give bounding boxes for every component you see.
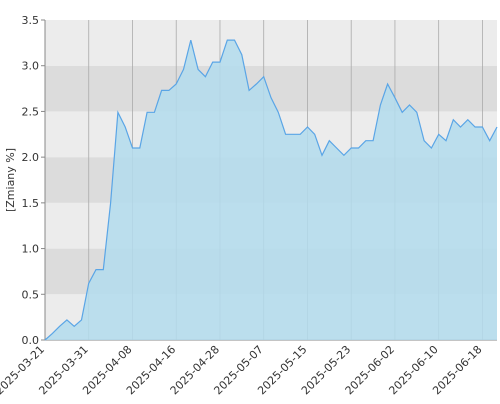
y-tick-label: 0.0 xyxy=(22,334,40,347)
y-tick-label: 3.0 xyxy=(22,60,40,73)
y-axis-label: [Zmiany %] xyxy=(4,148,17,212)
y-tick-label: 1.5 xyxy=(22,197,40,210)
y-tick-label: 0.5 xyxy=(22,288,40,301)
line xyxy=(44,39,498,341)
y-tick-label: 2.0 xyxy=(22,151,40,164)
grid-band xyxy=(45,20,497,66)
y-tick-label: 3.5 xyxy=(22,14,40,27)
y-tick-label: 1.0 xyxy=(22,243,40,256)
area xyxy=(45,40,497,340)
y-tick-label: 2.5 xyxy=(22,105,40,118)
